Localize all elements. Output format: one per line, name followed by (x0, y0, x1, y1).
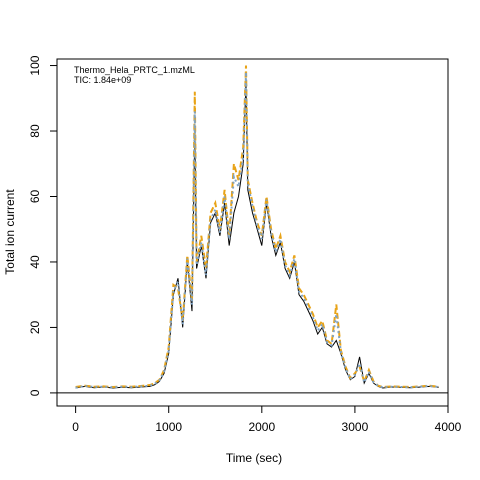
y-tick-label: 80 (28, 124, 42, 138)
x-tick-label: 2000 (248, 420, 275, 434)
y-tick-label: 40 (28, 255, 42, 269)
x-axis: 0 1000 2000 3000 4000 (72, 406, 462, 434)
y-axis-label: Total ion current (3, 189, 17, 275)
x-tick-label: 4000 (435, 420, 462, 434)
y-tick-label: 0 (28, 389, 42, 396)
x-axis-label: Time (sec) (226, 451, 282, 465)
plot-frame (56, 58, 449, 407)
y-tick-label: 100 (28, 55, 42, 75)
file-name-annotation: Thermo_Hela_PRTC_1.mzML (74, 65, 195, 75)
series-line-2 (75, 65, 439, 389)
tic-annotation: TIC: 1.84e+09 (74, 75, 131, 85)
y-tick-label: 20 (28, 320, 42, 334)
y-axis: 0 20 40 60 80 100 (28, 55, 57, 396)
series-line-1 (75, 81, 439, 389)
x-tick-label: 3000 (342, 420, 369, 434)
x-tick-label: 0 (72, 420, 79, 434)
y-tick-label: 60 (28, 189, 42, 203)
series-line-3 (75, 72, 439, 389)
x-tick-label: 1000 (155, 420, 182, 434)
series-layer (75, 65, 439, 389)
